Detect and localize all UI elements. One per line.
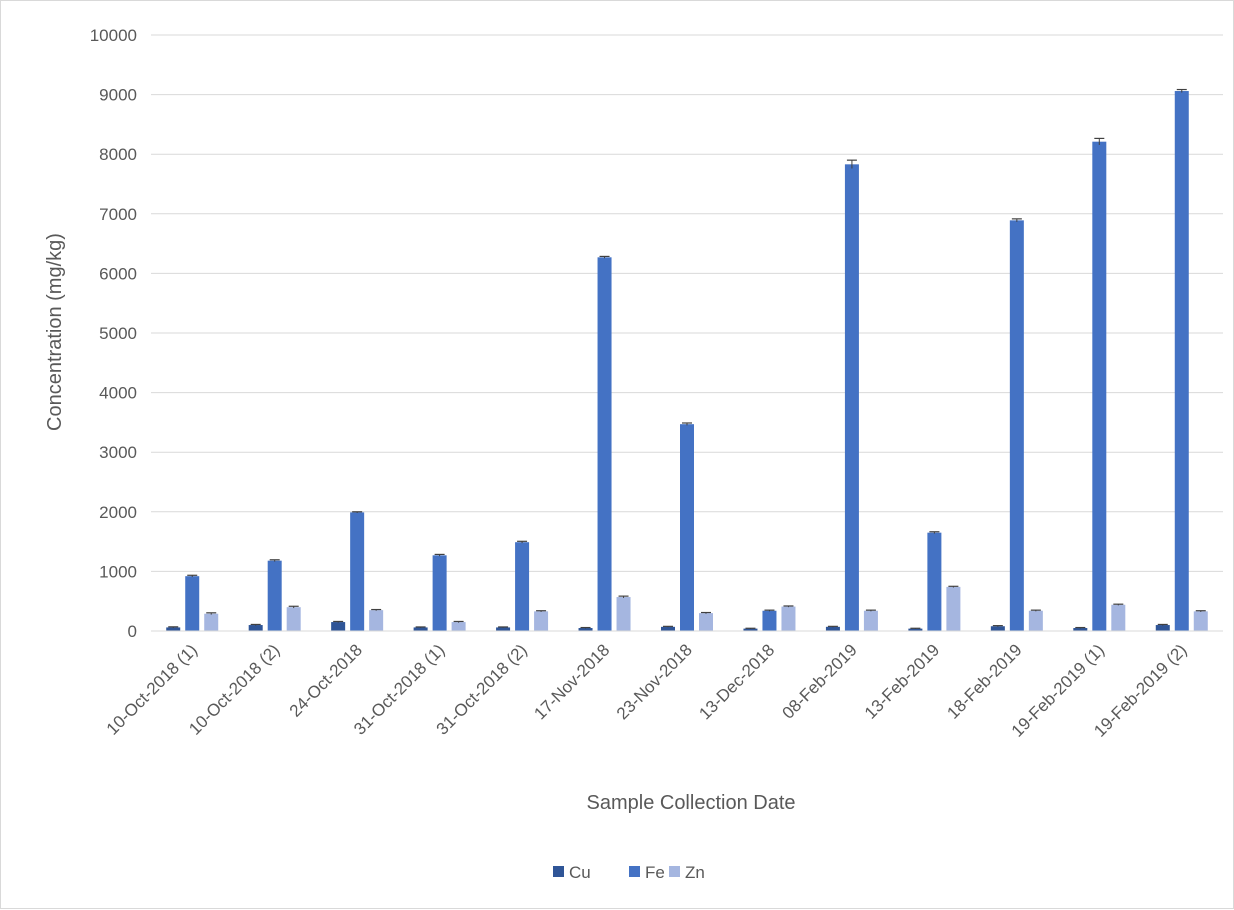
bar-zn bbox=[946, 586, 961, 631]
y-tick-label: 6000 bbox=[99, 264, 137, 283]
bar-cu bbox=[1073, 628, 1088, 631]
legend-label: Cu bbox=[569, 863, 591, 882]
bar-zn bbox=[1111, 604, 1126, 631]
bar-zn bbox=[616, 597, 631, 631]
x-axis-title: Sample Collection Date bbox=[587, 792, 796, 814]
bar-zn bbox=[699, 613, 713, 631]
x-tick-label: 18-Feb-2019 bbox=[943, 640, 1025, 722]
gridlines bbox=[151, 34, 1223, 572]
legend-label: Zn bbox=[685, 863, 705, 882]
bar-fe bbox=[1174, 91, 1189, 632]
y-tick-label: 3000 bbox=[99, 443, 137, 462]
legend: Cu Fe Zn bbox=[553, 863, 705, 882]
x-tick-label: 13-Feb-2019 bbox=[861, 640, 943, 722]
bar-zn bbox=[369, 610, 384, 631]
bar-cu bbox=[908, 628, 923, 631]
x-tick-label: 10-Oct-2018 (2) bbox=[185, 640, 283, 738]
bar-zn bbox=[204, 613, 219, 631]
x-axis-ticks: 10-Oct-2018 (1)10-Oct-2018 (2) 24-Oct-201… bbox=[103, 640, 1191, 740]
legend-item-zn: Zn bbox=[669, 863, 705, 882]
bar-zn bbox=[286, 607, 301, 631]
y-tick-label: 7000 bbox=[99, 205, 137, 224]
bar-fe bbox=[267, 560, 282, 631]
x-tick-label: 31-Oct-2018 (2) bbox=[433, 640, 531, 738]
bar-cu bbox=[496, 627, 511, 631]
bar-zn bbox=[863, 610, 878, 631]
bar-fe bbox=[185, 576, 200, 631]
bar-fe bbox=[350, 512, 365, 631]
bar-fe bbox=[432, 555, 447, 631]
bar-cu bbox=[990, 626, 1005, 631]
y-tick-label: 8000 bbox=[99, 145, 137, 164]
bar-cu bbox=[413, 627, 428, 631]
legend-label: Fe bbox=[645, 863, 665, 882]
bar-zn bbox=[1193, 611, 1208, 631]
bar-cu bbox=[743, 628, 758, 631]
bar-cu bbox=[578, 628, 593, 631]
x-tick-label: 08-Feb-2019 bbox=[778, 640, 860, 722]
legend-swatch bbox=[669, 866, 680, 877]
bar-zn bbox=[451, 622, 466, 631]
y-axis-title: Concentration (mg/kg) bbox=[44, 233, 66, 431]
bar-cu bbox=[825, 626, 840, 631]
x-tick-label: 23-Nov-2018 bbox=[613, 640, 696, 723]
y-tick-label: 0 bbox=[128, 622, 137, 641]
bar-fe bbox=[597, 257, 612, 631]
bar-fe bbox=[1092, 141, 1107, 631]
bar-fe bbox=[927, 532, 942, 631]
bar-cu bbox=[166, 627, 181, 631]
bar-fe bbox=[762, 610, 777, 631]
x-tick-label: 13-Dec-2018 bbox=[695, 640, 778, 723]
bar-cu bbox=[331, 622, 346, 631]
legend-item-cu: Cu bbox=[553, 863, 591, 882]
bar-cu bbox=[248, 625, 263, 631]
y-tick-label: 1000 bbox=[99, 562, 137, 581]
bar-fe bbox=[680, 424, 694, 631]
legend-swatch bbox=[629, 866, 640, 877]
bar-fe bbox=[1009, 220, 1024, 631]
bar-fe bbox=[844, 164, 859, 631]
y-tick-label: 9000 bbox=[99, 86, 137, 105]
bar-cu bbox=[661, 626, 675, 631]
bar-zn bbox=[781, 606, 796, 631]
bar-zn bbox=[534, 611, 549, 631]
legend-item-fe: Fe bbox=[629, 863, 665, 882]
bar-fe bbox=[515, 542, 530, 631]
y-tick-label: 4000 bbox=[99, 384, 137, 403]
bars bbox=[166, 88, 1208, 632]
x-tick-label: 24-Oct-2018 bbox=[286, 640, 366, 720]
y-tick-label: 2000 bbox=[99, 503, 137, 522]
y-tick-label: 10000 bbox=[90, 26, 137, 45]
bar-zn bbox=[1028, 610, 1043, 631]
y-axis-ticks: 0 1000 2000 3000 4000 5000 6000 7000 8000 9000 100… bbox=[90, 26, 137, 641]
legend-swatch bbox=[553, 866, 564, 877]
x-tick-label: 17-Nov-2018 bbox=[530, 640, 613, 723]
bar-cu bbox=[1155, 625, 1170, 631]
y-tick-label: 5000 bbox=[99, 324, 137, 343]
